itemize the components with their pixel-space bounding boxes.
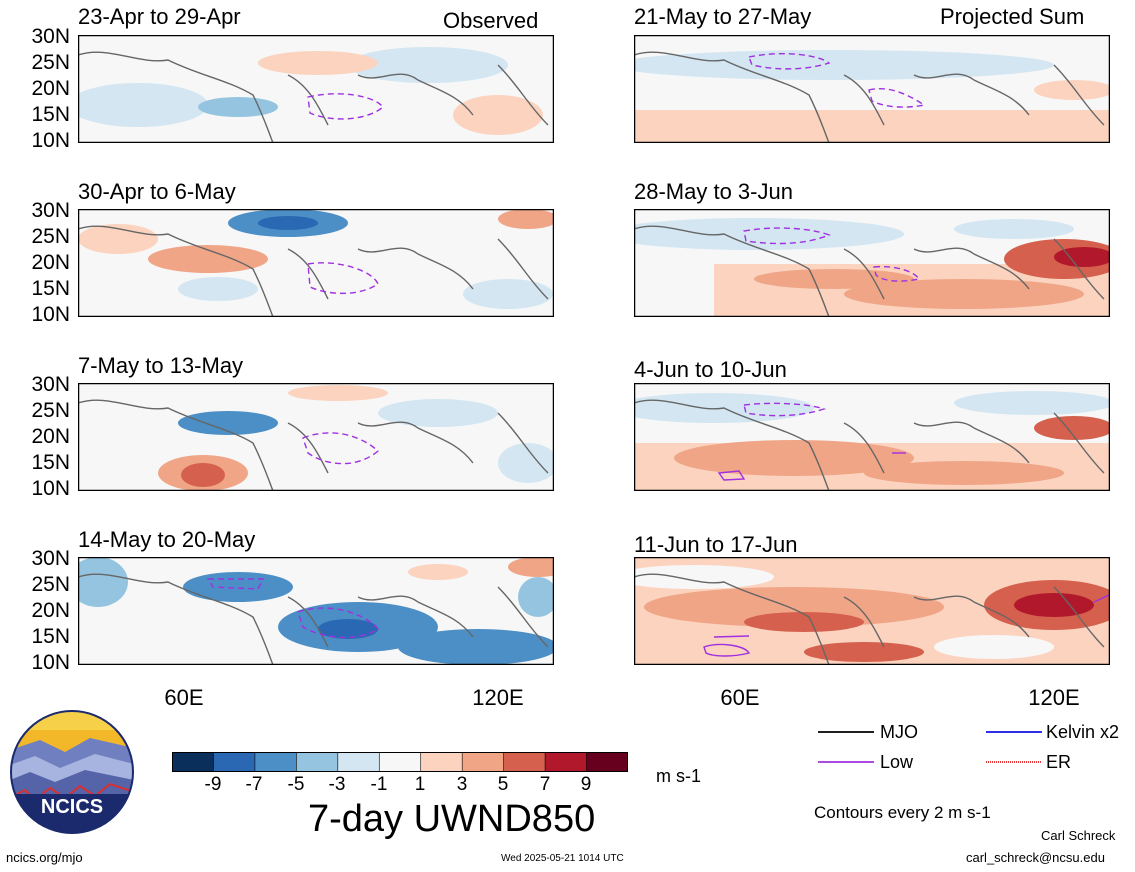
panel-title-5: 21-May to 27-May xyxy=(634,4,812,29)
site-url: ncics.org/mjo xyxy=(6,850,83,865)
uwnd-map-panel-6 xyxy=(634,209,1110,317)
lat-label: 30N xyxy=(31,25,70,48)
uwnd-map-panel-8 xyxy=(634,557,1110,665)
lat-label: 25N xyxy=(31,225,70,248)
lat-label: 25N xyxy=(31,573,70,596)
uwnd-map-panel-4 xyxy=(78,557,554,665)
legend-er: ER xyxy=(1046,752,1072,772)
legend-mjo: MJO xyxy=(880,722,918,742)
lat-label: 10N xyxy=(31,303,70,326)
colorbar xyxy=(172,752,628,772)
colorbar-label: -7 xyxy=(245,774,263,795)
colorbar-cell xyxy=(586,752,628,772)
lat-label: 20N xyxy=(31,599,70,622)
contour-note: Contours every 2 m s-1 xyxy=(814,803,991,822)
colorbar-cell xyxy=(503,752,546,772)
colorbar-label: -3 xyxy=(328,774,346,795)
legend-lines-left xyxy=(818,731,874,763)
lat-label: 20N xyxy=(31,251,70,274)
timestamp: Wed 2025-05-21 1014 UTC xyxy=(501,853,624,864)
uwnd-map-panel-2 xyxy=(78,209,554,317)
colorbar-label: -5 xyxy=(287,774,305,795)
panel-title-6: 28-May to 3-Jun xyxy=(634,179,793,204)
colorbar-cell xyxy=(461,752,505,772)
uwnd-map-panel-5 xyxy=(634,35,1110,143)
lon-label-right-60e: 60E xyxy=(720,685,760,710)
lon-label-left-120e: 120E xyxy=(472,685,524,710)
lat-label: 20N xyxy=(31,425,70,448)
colorbar-label: 7 xyxy=(539,774,551,795)
uwnd-map-panel-1 xyxy=(78,35,554,143)
author-name: Carl Schreck xyxy=(1041,828,1116,843)
colorbar-unit: m s-1 xyxy=(656,766,701,786)
lat-label: 10N xyxy=(31,651,70,674)
colorbar-cell xyxy=(172,752,215,772)
lat-label: 15N xyxy=(31,103,70,126)
lat-label: 10N xyxy=(31,129,70,152)
lon-label-right-120e: 120E xyxy=(1028,685,1080,710)
lat-label: 30N xyxy=(31,547,70,570)
lat-label: 25N xyxy=(31,399,70,422)
uwnd-map-panel-7 xyxy=(634,383,1110,491)
panel-title-8: 11-Jun to 17-Jun xyxy=(634,532,798,557)
colorbar-cell xyxy=(213,752,256,772)
lat-label: 25N xyxy=(31,51,70,74)
lat-label: 30N xyxy=(31,373,70,396)
panel-title-2: 30-Apr to 6-May xyxy=(78,179,236,204)
projected-sum-label: Projected Sum xyxy=(940,4,1085,29)
author-email: carl_schreck@ncsu.edu xyxy=(966,850,1105,865)
colorbar-label: -1 xyxy=(370,774,388,795)
legend-lines-right xyxy=(986,731,1042,763)
colorbar-cell xyxy=(378,752,422,772)
main-title: 7-day UWND850 xyxy=(308,798,596,840)
observed-label: Observed xyxy=(443,8,539,33)
lat-label: 30N xyxy=(31,199,70,222)
legend-kelvin: Kelvin x2 xyxy=(1046,722,1120,742)
ncics-logo: NCICS xyxy=(10,710,134,834)
legend-low: Low xyxy=(880,752,914,772)
uwnd-map-panel-3 xyxy=(78,383,554,491)
lat-label: 15N xyxy=(31,625,70,648)
colorbar-label: 9 xyxy=(580,774,592,795)
colorbar-cell xyxy=(254,752,298,772)
panel-title-4: 14-May to 20-May xyxy=(78,527,256,552)
colorbar-cell xyxy=(420,752,463,772)
lat-label: 20N xyxy=(31,77,70,100)
colorbar-cell xyxy=(296,752,339,772)
logo-text: NCICS xyxy=(41,796,103,818)
colorbar-cell xyxy=(544,752,588,772)
lat-label: 15N xyxy=(31,277,70,300)
colorbar-label: 3 xyxy=(456,774,468,795)
lat-label: 15N xyxy=(31,451,70,474)
lat-label: 10N xyxy=(31,477,70,500)
colorbar-label: 5 xyxy=(497,774,509,795)
panel-title-1: 23-Apr to 29-Apr xyxy=(78,4,241,29)
panel-title-7: 4-Jun to 10-Jun xyxy=(634,357,787,382)
panel-title-3: 7-May to 13-May xyxy=(78,353,244,378)
colorbar-label: 1 xyxy=(414,774,426,795)
colorbar-label: -9 xyxy=(204,774,222,795)
lon-label-left-60e: 60E xyxy=(164,685,204,710)
colorbar-cells xyxy=(172,752,628,772)
colorbar-cell xyxy=(337,752,381,772)
